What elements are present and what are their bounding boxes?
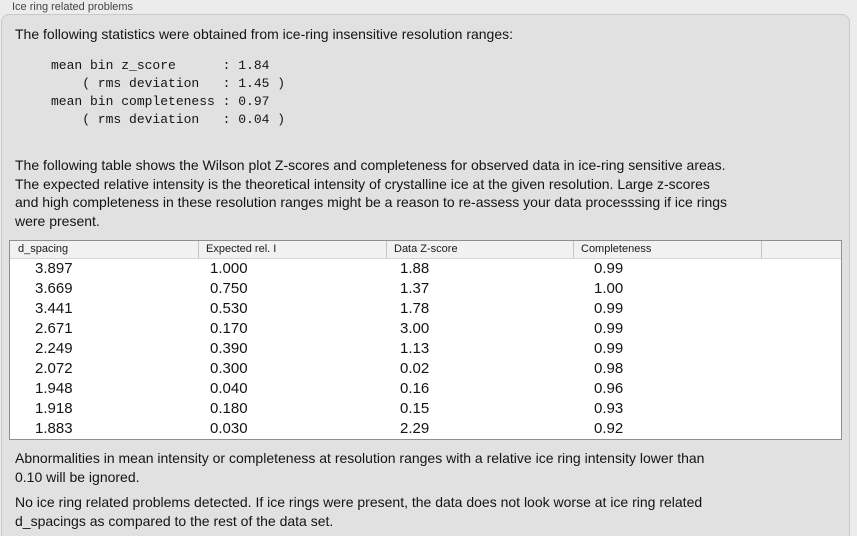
table-body: 3.897 1.000 1.88 0.99 3.669 0.750 1.37 1… <box>10 259 841 439</box>
cell-completeness: 0.99 <box>594 300 624 317</box>
cell-expected-rel-i: 1.000 <box>210 260 248 277</box>
cell-d-spacing: 1.918 <box>35 400 73 417</box>
cell-completeness: 0.92 <box>594 420 624 437</box>
cell-d-spacing: 2.249 <box>35 340 73 357</box>
cell-d-spacing: 2.072 <box>35 360 73 377</box>
cell-expected-rel-i: 0.170 <box>210 320 248 337</box>
cell-empty <box>762 299 841 319</box>
ice-ring-table: d_spacing Expected rel. I Data Z-score C… <box>9 240 842 440</box>
table-row[interactable]: 3.897 1.000 1.88 0.99 <box>10 259 841 279</box>
cell-completeness: 1.00 <box>594 280 624 297</box>
table-row[interactable]: 2.671 0.170 3.00 0.99 <box>10 319 841 339</box>
cell-expected-rel-i: 0.750 <box>210 280 248 297</box>
cell-empty <box>762 259 841 279</box>
cell-d-spacing: 1.883 <box>35 420 73 437</box>
cell-data-z-score: 1.78 <box>400 300 430 317</box>
cell-data-z-score: 1.37 <box>400 280 430 297</box>
ice-ring-panel: The following statistics were obtained f… <box>1 14 850 536</box>
cell-d-spacing: 1.948 <box>35 380 73 397</box>
intro-text: The following statistics were obtained f… <box>15 26 514 42</box>
stats-block: mean bin z_score : 1.84 ( rms deviation … <box>51 58 286 127</box>
cell-expected-rel-i: 0.530 <box>210 300 248 317</box>
cell-d-spacing: 2.671 <box>35 320 73 337</box>
cell-completeness: 0.98 <box>594 360 624 377</box>
column-header-data-z-score[interactable]: Data Z-score <box>387 241 574 258</box>
cell-expected-rel-i: 0.300 <box>210 360 248 377</box>
table-row[interactable]: 2.072 0.300 0.02 0.98 <box>10 359 841 379</box>
cell-completeness: 0.96 <box>594 380 624 397</box>
column-header-expected-rel-i[interactable]: Expected rel. I <box>199 241 387 258</box>
cell-completeness: 0.93 <box>594 400 624 417</box>
cell-empty <box>762 279 841 299</box>
column-header-d-spacing[interactable]: d_spacing <box>10 241 199 258</box>
table-row[interactable]: 2.249 0.390 1.13 0.99 <box>10 339 841 359</box>
cell-completeness: 0.99 <box>594 260 624 277</box>
cell-data-z-score: 0.15 <box>400 400 430 417</box>
cell-data-z-score: 1.88 <box>400 260 430 277</box>
table-row[interactable]: 3.441 0.530 1.78 0.99 <box>10 299 841 319</box>
table-row[interactable]: 1.948 0.040 0.16 0.96 <box>10 379 841 399</box>
cell-data-z-score: 2.29 <box>400 420 430 437</box>
cell-completeness: 0.99 <box>594 340 624 357</box>
table-description: The following table shows the Wilson plo… <box>15 157 728 229</box>
table-row[interactable]: 1.883 0.030 2.29 0.92 <box>10 419 841 439</box>
ignore-note: Abnormalities in mean intensity or compl… <box>15 450 705 485</box>
cell-d-spacing: 3.897 <box>35 260 73 277</box>
cell-data-z-score: 1.13 <box>400 340 430 357</box>
cell-completeness: 0.99 <box>594 320 624 337</box>
cell-expected-rel-i: 0.030 <box>210 420 248 437</box>
cell-data-z-score: 0.02 <box>400 360 430 377</box>
cell-d-spacing: 3.441 <box>35 300 73 317</box>
cell-empty <box>762 379 841 399</box>
cell-data-z-score: 0.16 <box>400 380 430 397</box>
conclusion-text: No ice ring related problems detected. I… <box>15 494 703 529</box>
cell-d-spacing: 3.669 <box>35 280 73 297</box>
cell-data-z-score: 3.00 <box>400 320 430 337</box>
table-row[interactable]: 3.669 0.750 1.37 1.00 <box>10 279 841 299</box>
cell-empty <box>762 359 841 379</box>
cell-empty <box>762 339 841 359</box>
cell-empty <box>762 399 841 419</box>
cell-expected-rel-i: 0.180 <box>210 400 248 417</box>
table-row[interactable]: 1.918 0.180 0.15 0.93 <box>10 399 841 419</box>
group-box-title: Ice ring related problems <box>12 1 134 13</box>
column-header-empty[interactable] <box>762 241 841 258</box>
cell-empty <box>762 319 841 339</box>
column-header-completeness[interactable]: Completeness <box>574 241 762 258</box>
cell-expected-rel-i: 0.040 <box>210 380 248 397</box>
cell-expected-rel-i: 0.390 <box>210 340 248 357</box>
table-header-row: d_spacing Expected rel. I Data Z-score C… <box>10 241 841 259</box>
cell-empty <box>762 419 841 439</box>
